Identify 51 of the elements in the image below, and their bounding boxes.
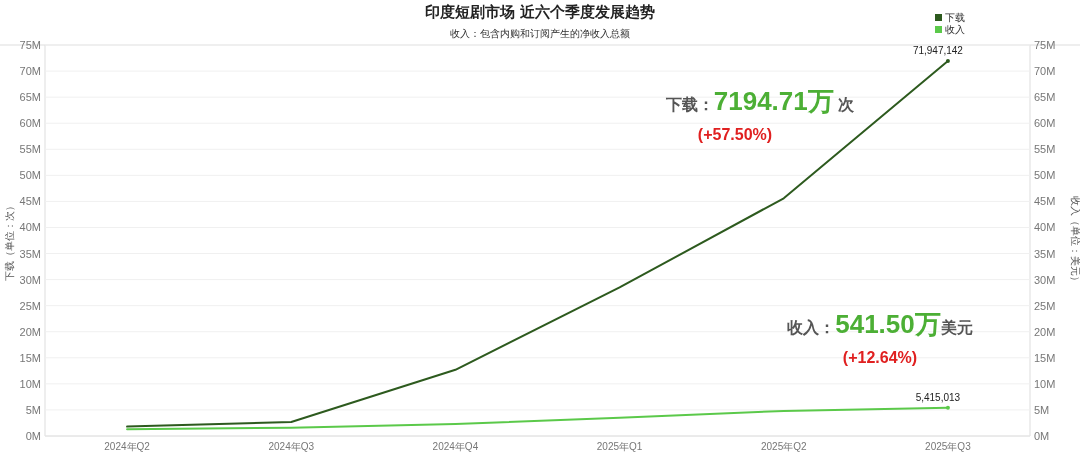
data-label: 5,415,013 xyxy=(915,391,961,403)
x-tick-label: 2025年Q1 xyxy=(596,441,643,452)
y-tick-label: 5M xyxy=(25,403,41,416)
y-tick-label: 65M xyxy=(19,91,41,104)
annotation: (+12.64%) xyxy=(842,349,918,366)
y2-tick-label: 45M xyxy=(1034,195,1056,208)
y-axis-title: 下载（单位：次） xyxy=(4,200,15,281)
y2-tick-label: 65M xyxy=(1034,91,1056,104)
y-tick-label: 10M xyxy=(19,377,41,390)
y2-axis-title: 收入（单位：美元） xyxy=(1070,195,1080,286)
y2-tick-label: 30M xyxy=(1034,273,1056,286)
y2-tick-label: 75M xyxy=(1034,39,1056,51)
y-tick-label: 40M xyxy=(19,221,41,234)
legend-label: 下载 xyxy=(945,12,965,23)
x-tick-label: 2024年Q3 xyxy=(268,441,315,452)
y2-tick-label: 5M xyxy=(1034,403,1050,416)
y-tick-label: 45M xyxy=(19,195,41,208)
y-tick-label: 50M xyxy=(19,169,41,182)
y-tick-label: 15M xyxy=(19,351,41,364)
y-tick-label: 20M xyxy=(19,325,41,338)
y-tick-label: 0M xyxy=(25,430,41,442)
annotation: 收入：541.50万美元 xyxy=(787,309,973,339)
y-tick-label: 55M xyxy=(19,143,41,156)
y2-tick-label: 55M xyxy=(1034,143,1056,156)
y-tick-label: 25M xyxy=(19,299,41,312)
x-tick-label: 2025年Q3 xyxy=(925,441,972,452)
y2-tick-label: 0M xyxy=(1034,430,1050,442)
y2-tick-label: 60M xyxy=(1034,117,1056,130)
y2-tick-label: 40M xyxy=(1034,221,1056,234)
y2-tick-label: 10M xyxy=(1034,377,1056,390)
y-tick-label: 35M xyxy=(19,247,41,260)
y-tick-label: 60M xyxy=(19,117,41,130)
chart-subtitle: 收入：包含内购和订阅产生的净收入总额 xyxy=(450,28,630,39)
y2-tick-label: 35M xyxy=(1034,247,1056,260)
x-tick-label: 2024年Q2 xyxy=(104,441,151,452)
annotation: 下载：7194.71万 次 xyxy=(664,86,856,116)
annotation: (+57.50%) xyxy=(697,126,773,143)
legend-label: 收入 xyxy=(945,24,965,35)
y-tick-label: 70M xyxy=(19,65,41,78)
data-label: 71,947,142 xyxy=(912,44,964,56)
y2-tick-label: 70M xyxy=(1034,65,1056,78)
y2-tick-label: 20M xyxy=(1034,325,1056,338)
y2-tick-label: 50M xyxy=(1034,169,1056,182)
y2-tick-label: 25M xyxy=(1034,299,1056,312)
y2-tick-label: 15M xyxy=(1034,351,1056,364)
y-tick-label: 75M xyxy=(19,39,41,51)
y-tick-label: 30M xyxy=(19,273,41,286)
x-tick-label: 2025年Q2 xyxy=(760,441,807,452)
x-tick-label: 2024年Q4 xyxy=(432,441,479,452)
chart-title: 印度短剧市场 近六个季度发展趋势 xyxy=(425,3,655,20)
line-series xyxy=(126,406,949,431)
